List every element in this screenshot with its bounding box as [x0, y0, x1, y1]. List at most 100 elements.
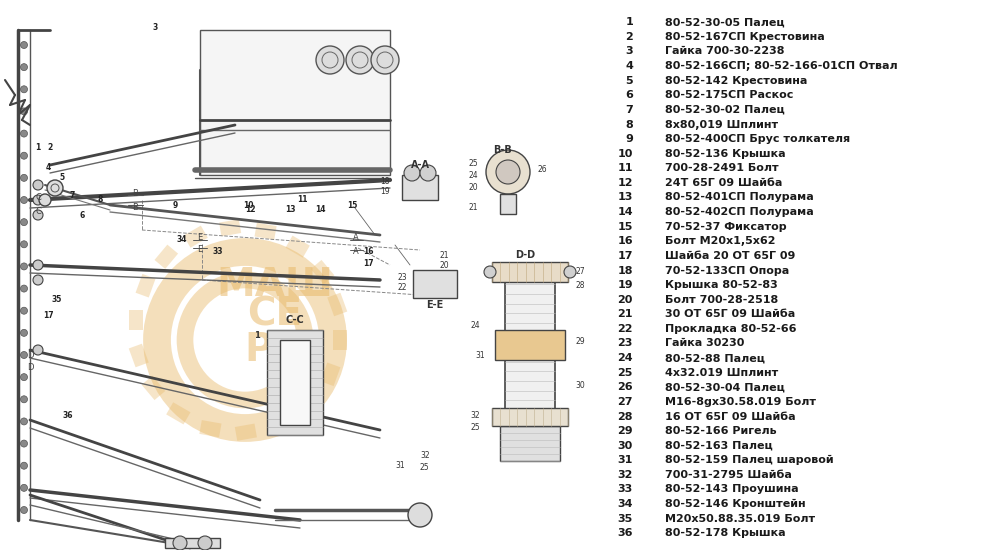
Text: 30: 30	[575, 381, 584, 389]
Circle shape	[21, 285, 28, 292]
Bar	[255, 223, 277, 240]
Text: 17: 17	[363, 260, 373, 268]
Text: 11: 11	[297, 195, 307, 205]
Text: 24Т 65Г 09 Шайба: 24Т 65Г 09 Шайба	[665, 178, 782, 188]
Circle shape	[21, 396, 28, 403]
Text: 30 ОТ 65Г 09 Шайба: 30 ОТ 65Г 09 Шайба	[665, 309, 795, 320]
Circle shape	[33, 345, 43, 355]
Text: 27: 27	[618, 397, 633, 407]
Text: 70-52-133СП Опора: 70-52-133СП Опора	[665, 266, 789, 276]
Text: 22: 22	[618, 324, 633, 334]
Text: 28: 28	[618, 411, 633, 421]
Text: СЕ: СЕ	[247, 296, 302, 334]
Bar	[500, 194, 516, 214]
Bar	[500, 426, 560, 461]
Text: 80-52-88 Палец: 80-52-88 Палец	[665, 353, 765, 363]
Text: 32: 32	[618, 470, 633, 480]
Text: 80-52-143 Проушина: 80-52-143 Проушина	[665, 485, 799, 494]
Text: 80-52-178 Крышка: 80-52-178 Крышка	[665, 529, 785, 538]
Circle shape	[21, 440, 28, 447]
Circle shape	[21, 241, 28, 248]
Text: 29: 29	[617, 426, 633, 436]
Text: 70-52-37 Фиксатор: 70-52-37 Фиксатор	[665, 222, 786, 232]
Bar	[269, 412, 292, 434]
Text: 14: 14	[617, 207, 633, 217]
Text: 20: 20	[468, 184, 478, 192]
Bar	[495, 330, 565, 360]
Bar	[183, 226, 208, 248]
Text: 700-28-2491 Болт: 700-28-2491 Болт	[665, 163, 778, 173]
Text: Гайка 700-30-2238: Гайка 700-30-2238	[665, 47, 784, 57]
Circle shape	[564, 266, 576, 278]
Circle shape	[21, 86, 28, 93]
Text: D: D	[27, 350, 33, 360]
Text: 2: 2	[47, 144, 52, 152]
Bar	[321, 362, 340, 386]
Text: C: C	[35, 194, 41, 202]
Circle shape	[21, 373, 28, 381]
Bar	[492, 408, 568, 426]
Text: 25: 25	[470, 424, 480, 432]
Text: 27: 27	[575, 267, 584, 277]
Text: 12: 12	[245, 206, 255, 214]
Text: М16-8gх30.58.019 Болт: М16-8gх30.58.019 Болт	[665, 397, 816, 407]
Text: 21: 21	[618, 309, 633, 320]
Circle shape	[21, 130, 28, 137]
Text: 5: 5	[626, 76, 633, 86]
Text: 35: 35	[52, 295, 62, 305]
Text: 8: 8	[97, 195, 102, 205]
Text: 19: 19	[381, 188, 390, 196]
Circle shape	[21, 329, 28, 337]
Text: 700-31-2795 Шайба: 700-31-2795 Шайба	[665, 470, 792, 480]
Text: 80-52-30-04 Палец: 80-52-30-04 Палец	[665, 382, 785, 392]
Circle shape	[33, 180, 43, 190]
Text: C: C	[35, 207, 41, 217]
Text: 4: 4	[625, 61, 633, 71]
Text: 1: 1	[625, 17, 633, 28]
Text: Шайба 20 ОТ 65Г 09: Шайба 20 ОТ 65Г 09	[665, 251, 795, 261]
Circle shape	[39, 194, 51, 206]
Text: 4х32.019 Шплинт: 4х32.019 Шплинт	[665, 368, 778, 378]
Text: C-C: C-C	[285, 315, 304, 325]
Text: 80-52-30-02 Палец: 80-52-30-02 Палец	[665, 105, 785, 115]
Text: 6: 6	[80, 211, 85, 219]
Circle shape	[21, 41, 28, 48]
Circle shape	[404, 165, 420, 181]
Text: 80-52-400СП Брус толкателя: 80-52-400СП Брус толкателя	[665, 134, 850, 144]
Bar	[219, 219, 241, 236]
Text: 31: 31	[475, 350, 485, 360]
Text: 34: 34	[177, 235, 187, 245]
Text: РИ: РИ	[244, 331, 306, 369]
Bar	[129, 344, 149, 367]
Bar	[142, 376, 165, 400]
Text: 6: 6	[625, 90, 633, 100]
Bar	[328, 293, 347, 316]
Circle shape	[21, 152, 28, 159]
Text: 80-52-167СП Крестовина: 80-52-167СП Крестовина	[665, 32, 825, 42]
Text: Крышка 80-52-83: Крышка 80-52-83	[665, 280, 777, 290]
Circle shape	[316, 46, 344, 74]
Circle shape	[420, 165, 436, 181]
Text: 36: 36	[618, 529, 633, 538]
Text: 16: 16	[617, 236, 633, 246]
Text: 31: 31	[618, 455, 633, 465]
Text: 24: 24	[617, 353, 633, 363]
Circle shape	[47, 180, 63, 196]
Text: 31: 31	[396, 460, 405, 470]
Circle shape	[21, 462, 28, 469]
Text: 10: 10	[243, 201, 253, 210]
Text: E: E	[198, 245, 203, 255]
Bar	[200, 420, 221, 437]
Text: 80-52-136 Крышка: 80-52-136 Крышка	[665, 148, 785, 159]
Text: 80-52-159 Палец шаровой: 80-52-159 Палец шаровой	[665, 455, 833, 465]
Text: 1: 1	[254, 331, 260, 339]
Bar	[285, 235, 310, 258]
Circle shape	[21, 64, 28, 70]
Circle shape	[21, 485, 28, 491]
Text: 19: 19	[617, 280, 633, 290]
Circle shape	[496, 160, 520, 184]
Text: 32: 32	[420, 450, 430, 459]
Text: 24: 24	[468, 172, 478, 180]
Circle shape	[21, 351, 28, 359]
Text: 13: 13	[284, 206, 295, 214]
